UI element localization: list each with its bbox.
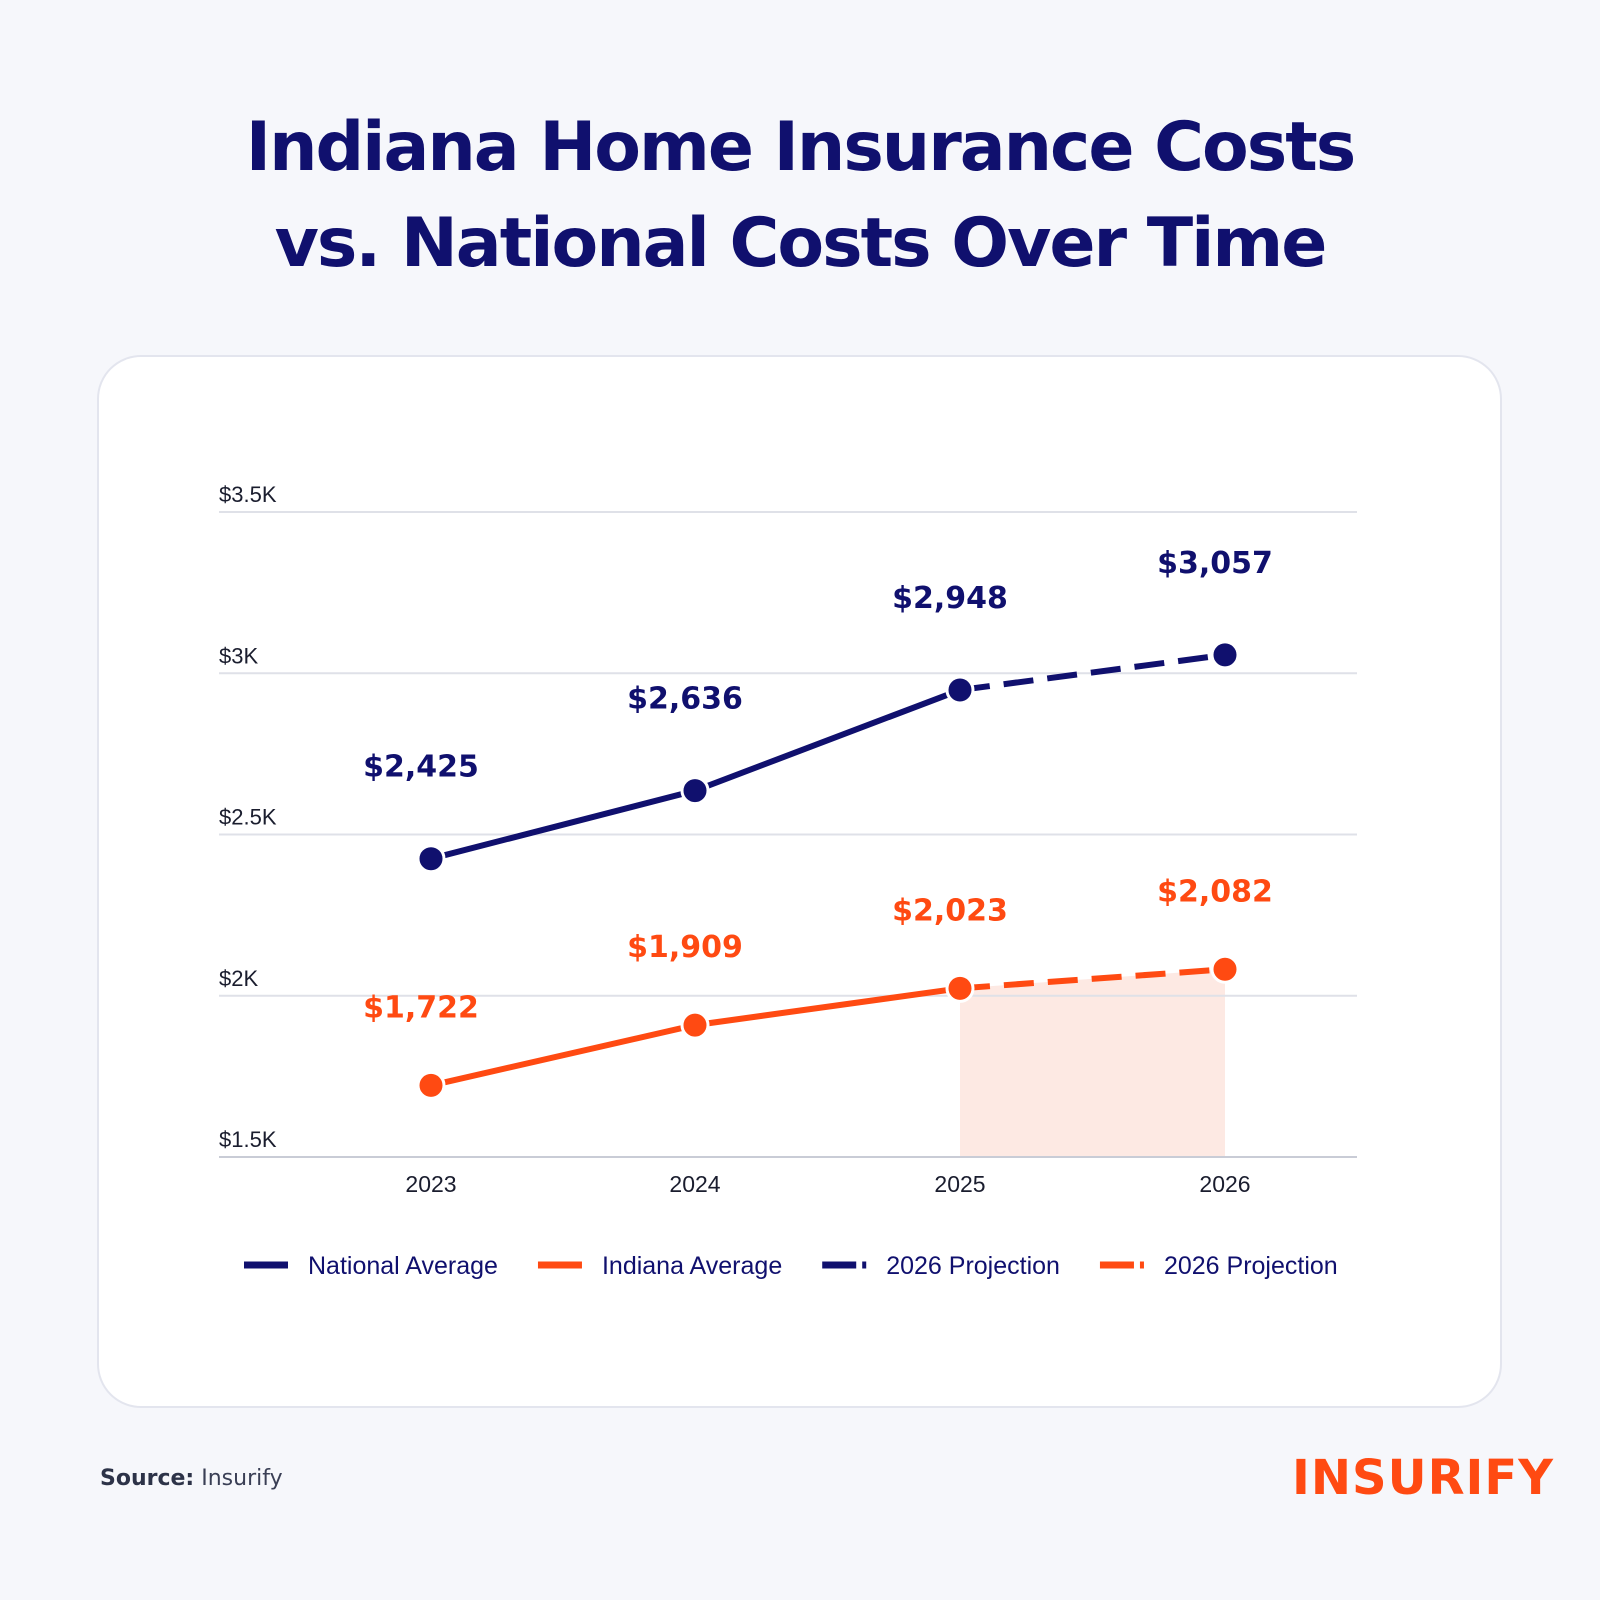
data-label: $3,057: [1157, 546, 1273, 581]
data-point: [416, 1070, 446, 1100]
projection-line-0: [959, 651, 1226, 693]
y-tick-label: $3K: [219, 643, 258, 668]
x-tick-label: 2025: [934, 1171, 985, 1197]
y-tick-label: $2K: [219, 966, 258, 991]
legend-label: Indiana Average: [602, 1252, 782, 1280]
insurify-logo: INSURIFY: [1292, 1450, 1554, 1506]
x-tick-label: 2024: [669, 1171, 720, 1197]
data-point: [680, 1010, 710, 1040]
source-value: Insurify: [201, 1466, 283, 1491]
data-point: [945, 675, 975, 705]
source-label: Source:: [100, 1466, 195, 1491]
y-tick-label: $3.5K: [219, 482, 277, 507]
data-label: $2,082: [1157, 874, 1273, 909]
y-tick-label: $2.5K: [219, 805, 277, 830]
y-tick-label: $1.5K: [219, 1127, 277, 1152]
x-tick-label: 2026: [1199, 1171, 1250, 1197]
x-tick-label: 2023: [405, 1171, 456, 1197]
legend-label: 2026 Projection: [886, 1252, 1060, 1280]
source-note: Source: Insurify: [100, 1466, 283, 1491]
data-label: $1,722: [363, 990, 479, 1025]
title-line-2: vs. National Costs Over Time: [274, 204, 1328, 283]
chart-card: [97, 355, 1502, 1408]
data-label: $2,636: [627, 682, 743, 717]
projection-line-1: [959, 966, 1226, 992]
data-point: [1210, 954, 1240, 984]
data-point: [945, 973, 975, 1003]
data-label: $1,909: [627, 930, 743, 965]
data-point: [416, 844, 446, 874]
data-point: [1210, 640, 1240, 670]
legend-label: 2026 Projection: [1164, 1252, 1338, 1280]
page-title: Indiana Home Insurance Costs vs. Nationa…: [0, 100, 1600, 292]
data-label: $2,425: [363, 750, 479, 785]
title-line-1: Indiana Home Insurance Costs: [245, 108, 1356, 187]
data-label: $2,023: [892, 893, 1008, 928]
projection-shade: [960, 969, 1225, 1157]
data-point: [680, 776, 710, 806]
data-label: $2,948: [892, 581, 1008, 616]
legend-label: National Average: [308, 1252, 498, 1280]
